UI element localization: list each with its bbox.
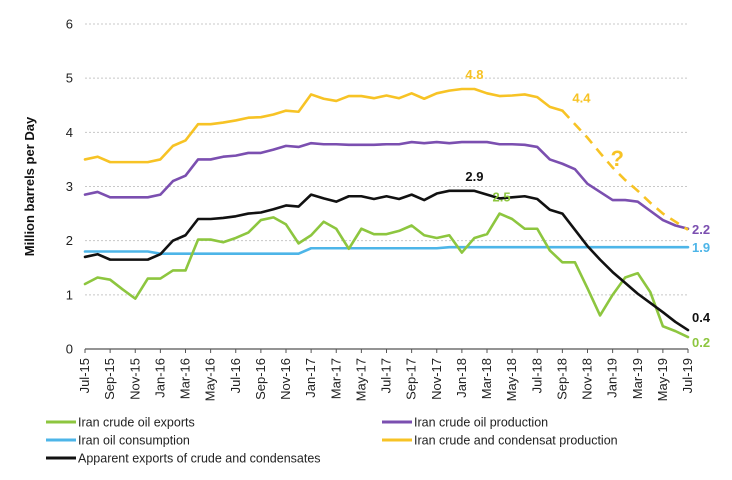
x-tick-label: Sep-16 — [253, 358, 268, 400]
gridlines — [85, 23, 688, 350]
y-tick-label: 5 — [66, 71, 73, 86]
series-forecast-iran-crude-and-condensat-production — [561, 109, 689, 231]
x-tick-label: May-19 — [655, 358, 670, 401]
x-tick-label: Jan-18 — [454, 358, 469, 398]
x-tick-label: Mar-18 — [479, 358, 494, 399]
series-line-iran-crude-oil-exports — [83, 212, 690, 339]
legend-label: Iran crude oil production — [414, 416, 548, 430]
x-tick-label: Jul-16 — [228, 358, 243, 393]
x-tick-label: Mar-19 — [630, 358, 645, 399]
x-tick-label: Jan-19 — [605, 358, 620, 398]
x-tick-label: May-18 — [504, 358, 519, 401]
annotation-label: 4.4 — [572, 91, 591, 106]
annotation-label: 2.9 — [465, 169, 483, 184]
x-tick-label: Mar-16 — [178, 358, 193, 399]
legend-label: Iran crude and condensat production — [414, 434, 618, 448]
y-tick-label: 4 — [66, 125, 73, 140]
x-tick-label: Jan-16 — [152, 358, 167, 398]
legend-label: Apparent exports of crude and condensate… — [78, 452, 321, 466]
x-tick-label: Jul-18 — [529, 358, 544, 393]
annotations: 4.8 4.4? 2.9 2.5 2.2 1.9 0.4 0.2 — [465, 67, 710, 350]
x-tick-label: May-17 — [353, 358, 368, 401]
x-tick-label: Nov-16 — [278, 358, 293, 400]
series-lines — [83, 87, 690, 339]
series-line-iran-crude-and-condensat-production — [83, 87, 564, 164]
legend-label: Iran crude oil exports — [78, 416, 195, 430]
y-tick-label: 6 — [66, 17, 73, 32]
series-line-iran-crude-oil-production — [83, 140, 690, 231]
x-tick-label: Sep-15 — [102, 358, 117, 400]
annotation-label: 1.9 — [692, 240, 710, 255]
annotation-label: 0.4 — [692, 310, 711, 325]
x-axis-ticks: Jul-15 Sep-15 Nov-15 Jan-16 Mar-16 May-16 Jul-… — [77, 349, 695, 401]
annotation-label: ? — [610, 146, 623, 171]
series-line-iran-oil-consumption — [83, 245, 690, 255]
x-tick-label: May-16 — [203, 358, 218, 401]
series-line-apparent-exports-of-crude-and-condensates — [83, 189, 690, 332]
y-tick-label: 0 — [66, 342, 73, 357]
x-tick-label: Jul-17 — [379, 358, 394, 393]
x-tick-label: Sep-18 — [554, 358, 569, 400]
y-tick-label: 2 — [66, 233, 73, 248]
y-axis-label: Million barrels per Day — [22, 116, 37, 256]
y-tick-label: 3 — [66, 179, 73, 194]
annotation-label: 2.5 — [493, 190, 511, 205]
x-tick-label: Jul-15 — [77, 358, 92, 393]
legend: Iran crude oil exports Iran crude oil pro… — [46, 416, 618, 466]
y-tick-label: 1 — [66, 287, 73, 302]
legend-label: Iran oil consumption — [78, 434, 190, 448]
x-tick-label: Nov-18 — [580, 358, 595, 400]
x-tick-label: Sep-17 — [404, 358, 419, 400]
x-tick-label: Jul-19 — [680, 358, 695, 393]
x-tick-label: Nov-15 — [127, 358, 142, 400]
annotation-label: 2.2 — [692, 222, 710, 237]
x-tick-label: Mar-17 — [328, 358, 343, 399]
y-axis-ticks: 0 1 2 3 4 5 6 — [66, 17, 73, 357]
x-tick-label: Jan-17 — [303, 358, 318, 398]
x-tick-label: Nov-17 — [429, 358, 444, 400]
annotation-label: 0.2 — [692, 335, 710, 350]
annotation-label: 4.8 — [465, 67, 483, 82]
